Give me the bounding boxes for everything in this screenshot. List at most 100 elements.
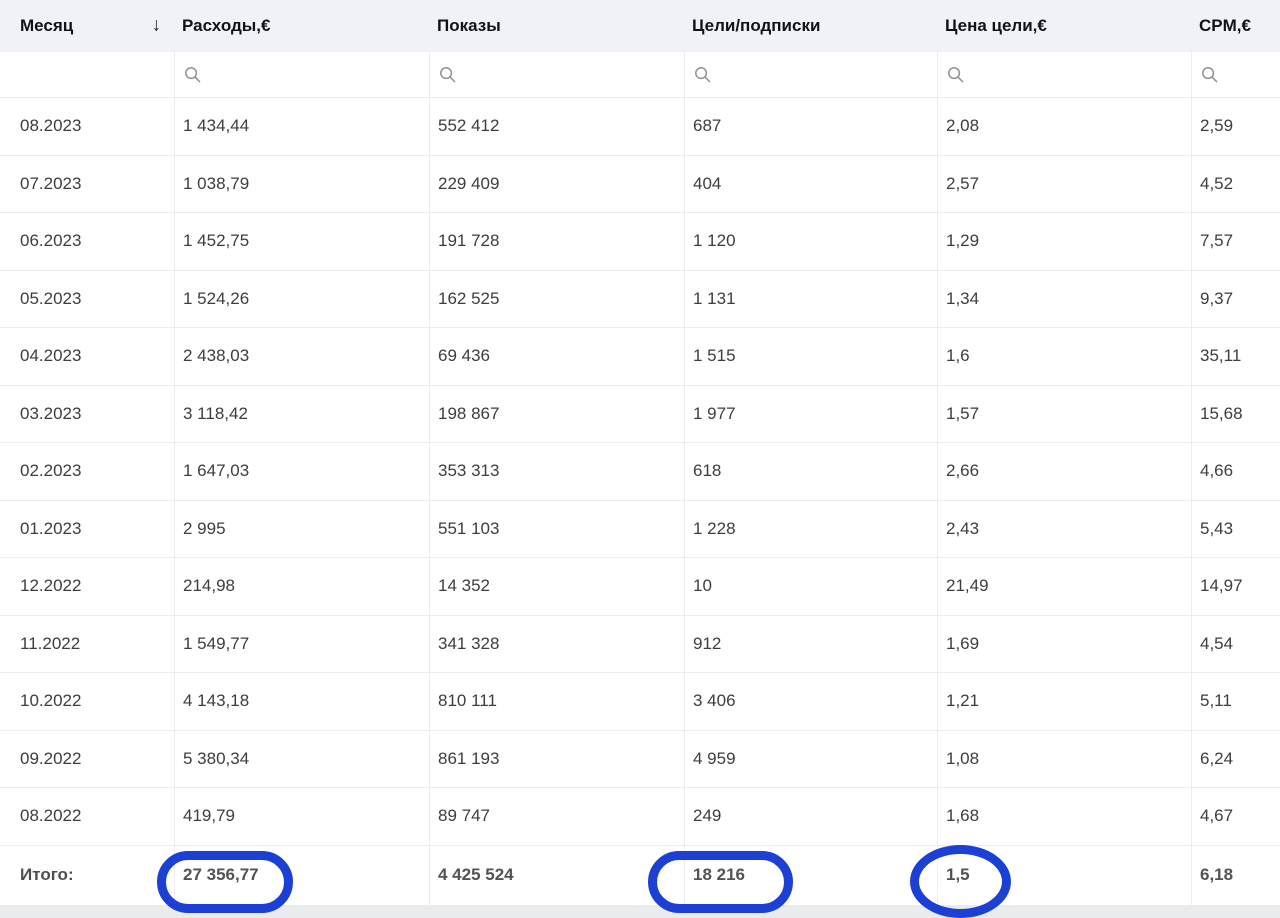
cell-goal-cost: 21,49 (937, 558, 1191, 615)
search-icon (695, 66, 711, 82)
cell-cpm: 4,52 (1191, 155, 1280, 212)
cell-cpm: 4,54 (1191, 615, 1280, 672)
cell-impressions: 14 352 (429, 558, 684, 615)
table-row: 07.2023 1 038,79 229 409 404 2,57 4,52 (0, 155, 1280, 213)
cell-goal-cost: 1,34 (937, 270, 1191, 327)
cell-month: 06.2023 (20, 231, 82, 251)
cell-goal-cost: 2,66 (937, 443, 1191, 500)
cell-impressions: 229 409 (429, 155, 684, 212)
cell-spend: 1 647,03 (174, 443, 429, 500)
cell-spend: 4 143,18 (174, 673, 429, 730)
cell-month: 04.2023 (20, 346, 82, 366)
cell-month: 05.2023 (20, 288, 82, 308)
totals-cpm: 6,18 (1191, 845, 1280, 905)
search-icon (440, 66, 456, 82)
table-body: 08.2023 1 434,44 552 412 687 2,08 2,59 0… (0, 98, 1280, 846)
column-header-impressions[interactable]: Показы (429, 0, 684, 52)
cell-goals: 249 (684, 788, 937, 845)
column-header-impressions-label: Показы (437, 16, 501, 35)
table-row: 08.2023 1 434,44 552 412 687 2,08 2,59 (0, 98, 1280, 156)
cell-impressions: 198 867 (429, 385, 684, 442)
cell-impressions: 69 436 (429, 328, 684, 385)
cell-spend: 5 380,34 (174, 730, 429, 787)
cell-goals: 618 (684, 443, 937, 500)
cell-cpm: 14,97 (1191, 558, 1280, 615)
annotation-circle-goals-total (648, 851, 793, 913)
column-header-goals[interactable]: Цели/подписки (684, 0, 937, 52)
table-row: 09.2022 5 380,34 861 193 4 959 1,08 6,24 (0, 730, 1280, 788)
cell-goals: 1 120 (684, 213, 937, 270)
cell-month: 08.2022 (20, 806, 82, 826)
cell-spend: 214,98 (174, 558, 429, 615)
cell-spend: 1 549,77 (174, 615, 429, 672)
cell-cpm: 5,43 (1191, 500, 1280, 557)
filter-cell-spend[interactable] (174, 52, 429, 97)
cell-goals: 1 977 (684, 385, 937, 442)
cell-goals: 404 (684, 155, 937, 212)
cell-goal-cost: 1,68 (937, 788, 1191, 845)
cell-goals: 1 131 (684, 270, 937, 327)
table-row: 03.2023 3 118,42 198 867 1 977 1,57 15,6… (0, 385, 1280, 443)
table-row: 02.2023 1 647,03 353 313 618 2,66 4,66 (0, 443, 1280, 501)
sort-descending-icon[interactable]: ↓ (151, 14, 162, 36)
column-header-cpm-label: CPM,€ (1199, 16, 1251, 35)
filter-cell-goal-cost[interactable] (937, 52, 1191, 97)
cell-impressions: 341 328 (429, 615, 684, 672)
cell-cpm: 7,57 (1191, 213, 1280, 270)
cell-goals: 10 (684, 558, 937, 615)
table-header-row: Месяц ↓ Расходы,€ Показы Цели/подписки Ц… (0, 0, 1280, 52)
cell-cpm: 6,24 (1191, 730, 1280, 787)
column-header-cpm[interactable]: CPM,€ (1191, 0, 1280, 52)
column-header-month[interactable]: Месяц ↓ (0, 0, 174, 52)
table-row: 08.2022 419,79 89 747 249 1,68 4,67 (0, 788, 1280, 846)
cell-month: 10.2022 (20, 691, 82, 711)
cell-goal-cost: 2,57 (937, 155, 1191, 212)
cell-month: 01.2023 (20, 518, 82, 538)
annotation-circle-goal-cost-total (910, 845, 1011, 918)
table-row: 12.2022 214,98 14 352 10 21,49 14,97 (0, 558, 1280, 616)
cell-impressions: 551 103 (429, 500, 684, 557)
totals-impressions: 4 425 524 (429, 845, 684, 905)
cell-impressions: 861 193 (429, 730, 684, 787)
cell-goals: 912 (684, 615, 937, 672)
cell-goal-cost: 1,21 (937, 673, 1191, 730)
column-header-month-label: Месяц (20, 16, 74, 35)
cell-spend: 2 438,03 (174, 328, 429, 385)
cell-cpm: 4,66 (1191, 443, 1280, 500)
cell-impressions: 89 747 (429, 788, 684, 845)
cell-spend: 3 118,42 (174, 385, 429, 442)
table-row: 11.2022 1 549,77 341 328 912 1,69 4,54 (0, 615, 1280, 673)
cell-impressions: 810 111 (429, 673, 684, 730)
cell-goal-cost: 2,43 (937, 500, 1191, 557)
cell-spend: 1 524,26 (174, 270, 429, 327)
cell-cpm: 2,59 (1191, 98, 1280, 155)
cell-goals: 3 406 (684, 673, 937, 730)
cell-cpm: 35,11 (1191, 328, 1280, 385)
column-header-spend[interactable]: Расходы,€ (174, 0, 429, 52)
search-icon (185, 66, 201, 82)
totals-goals: 18 216 (684, 845, 937, 905)
totals-label: Итого: (20, 865, 74, 884)
filter-row (0, 52, 1280, 98)
cell-month: 02.2023 (20, 461, 82, 481)
cell-spend: 1 434,44 (174, 98, 429, 155)
filter-cell-impressions[interactable] (429, 52, 684, 97)
search-icon (948, 66, 964, 82)
cell-impressions: 552 412 (429, 98, 684, 155)
cell-cpm: 5,11 (1191, 673, 1280, 730)
cell-goals: 1 515 (684, 328, 937, 385)
table-row: 10.2022 4 143,18 810 111 3 406 1,21 5,11 (0, 673, 1280, 731)
filter-cell-month[interactable] (0, 52, 174, 97)
filter-cell-cpm[interactable] (1191, 52, 1280, 97)
annotation-circle-spend-total (157, 851, 293, 913)
column-header-goals-label: Цели/подписки (692, 16, 821, 35)
cell-goal-cost: 1,69 (937, 615, 1191, 672)
cell-goals: 4 959 (684, 730, 937, 787)
search-icon (1202, 66, 1218, 82)
table-row: 04.2023 2 438,03 69 436 1 515 1,6 35,11 (0, 328, 1280, 386)
cell-month: 09.2022 (20, 748, 82, 768)
column-header-goal-cost[interactable]: Цена цели,€ (937, 0, 1191, 52)
filter-cell-goals[interactable] (684, 52, 937, 97)
cell-cpm: 4,67 (1191, 788, 1280, 845)
